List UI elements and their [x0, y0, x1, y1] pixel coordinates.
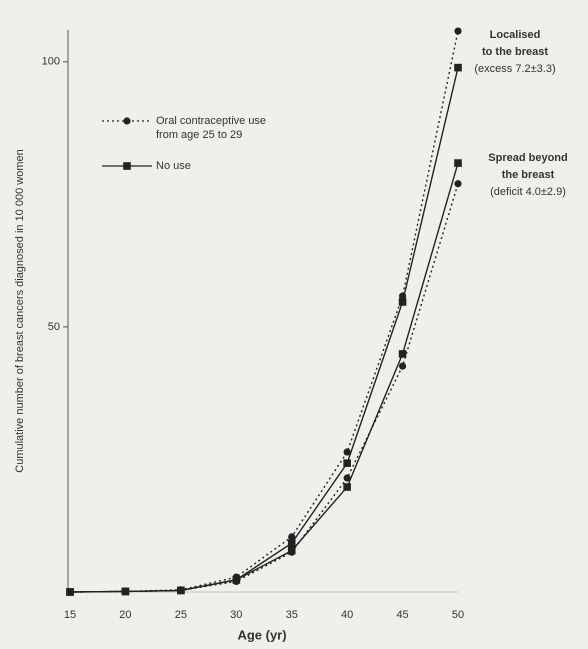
legend-label: Oral contraceptive use [156, 115, 266, 127]
series-line [69, 162, 459, 593]
data-point [454, 63, 462, 72]
y-tick-label: 100 [42, 56, 60, 68]
x-axis-label: Age (yr) [237, 627, 286, 642]
x-tick-label: 35 [286, 609, 298, 621]
annotation-title: the breast [502, 169, 555, 181]
data-point [343, 448, 351, 456]
data-point [121, 587, 130, 596]
data-point [398, 350, 407, 358]
x-tick-label: 45 [396, 609, 408, 621]
data-point [287, 539, 296, 548]
annotation-title: to the breast [482, 46, 548, 58]
legend-label: from age 25 to 29 [156, 129, 242, 141]
x-tick-label: 25 [175, 609, 187, 621]
data-point [454, 159, 462, 167]
x-tick-label: 15 [64, 609, 76, 621]
legend-marker [123, 117, 131, 125]
data-point [398, 362, 407, 370]
x-tick-label: 30 [230, 609, 242, 621]
data-point [454, 180, 462, 188]
data-point [343, 459, 351, 467]
legend-marker [123, 162, 131, 170]
annotation-note: (excess 7.2±3.3) [474, 63, 555, 75]
y-axis-label: Cumulative number of breast cancers diag… [14, 149, 26, 472]
series-line [69, 183, 459, 593]
x-tick-label: 40 [341, 609, 353, 621]
data-point [343, 474, 351, 482]
data-point [398, 298, 407, 306]
x-tick-label: 20 [119, 609, 131, 621]
annotation-title: Spread beyond [488, 152, 567, 164]
data-point [177, 586, 185, 595]
x-tick-label: 50 [452, 609, 464, 621]
data-point [232, 577, 240, 585]
annotation-note: (deficit 4.0±2.9) [490, 186, 566, 198]
data-point [288, 533, 296, 541]
data-point [66, 588, 74, 596]
legend-label: No use [156, 160, 191, 172]
annotation-title: Localised [490, 29, 541, 41]
data-point [343, 483, 351, 491]
data-point [288, 548, 296, 556]
series-line [69, 30, 459, 593]
y-tick-label: 50 [48, 321, 60, 333]
data-point [454, 27, 462, 35]
